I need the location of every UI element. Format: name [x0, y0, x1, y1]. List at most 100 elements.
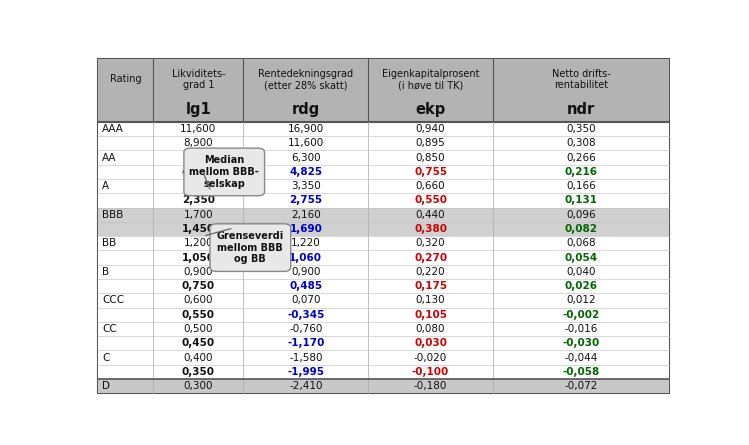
Text: 0,600: 0,600: [184, 295, 213, 305]
Text: 0,400: 0,400: [184, 352, 213, 363]
Text: -1,170: -1,170: [287, 338, 324, 348]
Text: 0,380: 0,380: [414, 224, 447, 234]
Text: 0,750: 0,750: [182, 281, 215, 291]
Text: BB: BB: [103, 239, 117, 248]
Text: 0,105: 0,105: [414, 310, 447, 320]
Text: A: A: [103, 181, 109, 191]
Text: C: C: [103, 352, 109, 363]
Text: 0,550: 0,550: [414, 195, 447, 206]
Text: -0,044: -0,044: [565, 352, 598, 363]
Text: 0,320: 0,320: [416, 239, 446, 248]
Text: 6,200: 6,200: [184, 153, 213, 162]
Text: 0,216: 0,216: [565, 167, 598, 177]
Text: 1,200: 1,200: [184, 239, 213, 248]
Text: -2,410: -2,410: [289, 381, 323, 391]
Text: 1,220: 1,220: [291, 239, 321, 248]
Text: 6,300: 6,300: [291, 153, 321, 162]
Bar: [98, 251, 670, 265]
Bar: [98, 351, 670, 365]
Text: 0,550: 0,550: [182, 310, 215, 320]
Text: 0,270: 0,270: [414, 253, 447, 263]
Bar: [98, 59, 670, 122]
Text: ndr: ndr: [567, 102, 595, 117]
Text: -1,995: -1,995: [288, 367, 324, 377]
Text: 16,900: 16,900: [288, 124, 324, 134]
Text: 0,300: 0,300: [184, 381, 213, 391]
Bar: [98, 379, 670, 393]
Text: -1,580: -1,580: [289, 352, 323, 363]
Bar: [98, 193, 670, 208]
Bar: [98, 336, 670, 351]
Text: Netto drifts-
rentabilitet: Netto drifts- rentabilitet: [552, 69, 610, 90]
Text: -0,030: -0,030: [562, 338, 600, 348]
Text: AAA: AAA: [103, 124, 124, 134]
Text: Eigenkapitalprosent
(i høve til TK): Eigenkapitalprosent (i høve til TK): [382, 69, 479, 90]
Text: CCC: CCC: [103, 295, 124, 305]
Text: 2,755: 2,755: [289, 195, 322, 206]
Bar: [98, 236, 670, 251]
Text: -0,180: -0,180: [414, 381, 447, 391]
Text: 4,600: 4,600: [182, 167, 215, 177]
Text: 0,450: 0,450: [182, 338, 215, 348]
Bar: [98, 222, 670, 236]
Text: Likviditets-
grad 1: Likviditets- grad 1: [172, 69, 225, 90]
Text: AA: AA: [103, 153, 117, 162]
Text: 11,600: 11,600: [288, 138, 324, 148]
Text: 0,068: 0,068: [566, 239, 596, 248]
Text: 0,030: 0,030: [414, 338, 447, 348]
Text: 4,825: 4,825: [289, 167, 322, 177]
Text: -0,020: -0,020: [414, 352, 447, 363]
Text: 0,040: 0,040: [566, 267, 596, 277]
Bar: [98, 307, 670, 322]
Text: 0,220: 0,220: [416, 267, 446, 277]
Text: 0,850: 0,850: [416, 153, 446, 162]
Text: 1,050: 1,050: [182, 253, 215, 263]
Bar: [98, 279, 670, 293]
Text: Rating: Rating: [110, 74, 142, 85]
Text: Rentedekningsgrad
(etter 28% skatt): Rentedekningsgrad (etter 28% skatt): [258, 69, 354, 90]
Text: 0,096: 0,096: [566, 210, 596, 220]
Text: 1,060: 1,060: [289, 253, 322, 263]
Text: 0,485: 0,485: [289, 281, 322, 291]
Text: 0,940: 0,940: [416, 124, 446, 134]
Text: 0,266: 0,266: [566, 153, 596, 162]
Text: 0,054: 0,054: [565, 253, 598, 263]
Text: BBB: BBB: [103, 210, 124, 220]
Text: 0,082: 0,082: [565, 224, 598, 234]
Text: -0,345: -0,345: [287, 310, 324, 320]
Text: ekp: ekp: [416, 102, 446, 117]
Text: -0,016: -0,016: [565, 324, 598, 334]
Text: 0,166: 0,166: [566, 181, 596, 191]
Text: -0,100: -0,100: [412, 367, 449, 377]
Text: 0,012: 0,012: [566, 295, 596, 305]
Bar: [98, 122, 670, 136]
Text: 1,700: 1,700: [184, 210, 213, 220]
Text: Median
mellom BBB-
selskap: Median mellom BBB- selskap: [189, 155, 259, 189]
Text: 11,600: 11,600: [181, 124, 216, 134]
FancyBboxPatch shape: [210, 224, 291, 271]
Text: -0,072: -0,072: [565, 381, 598, 391]
Text: lg1: lg1: [186, 102, 211, 117]
Text: 0,026: 0,026: [565, 281, 598, 291]
Bar: [98, 208, 670, 222]
Bar: [98, 322, 670, 336]
Text: 0,895: 0,895: [416, 138, 446, 148]
Text: 1,450: 1,450: [182, 224, 215, 234]
Text: 3,000: 3,000: [184, 181, 213, 191]
Text: -0,058: -0,058: [562, 367, 600, 377]
Text: 2,350: 2,350: [182, 195, 215, 206]
Bar: [98, 136, 670, 150]
Bar: [98, 165, 670, 179]
Text: 0,131: 0,131: [565, 195, 598, 206]
Text: 1,690: 1,690: [289, 224, 322, 234]
Text: Grenseverdi
mellom BBB
og BB: Grenseverdi mellom BBB og BB: [216, 231, 284, 264]
Text: 0,308: 0,308: [566, 138, 596, 148]
Text: 8,900: 8,900: [184, 138, 213, 148]
Text: 0,500: 0,500: [184, 324, 213, 334]
Text: 0,755: 0,755: [414, 167, 447, 177]
Text: 0,175: 0,175: [414, 281, 447, 291]
Text: D: D: [103, 381, 110, 391]
Text: CC: CC: [103, 324, 117, 334]
Text: rdg: rdg: [291, 102, 320, 117]
Text: 2,160: 2,160: [291, 210, 321, 220]
